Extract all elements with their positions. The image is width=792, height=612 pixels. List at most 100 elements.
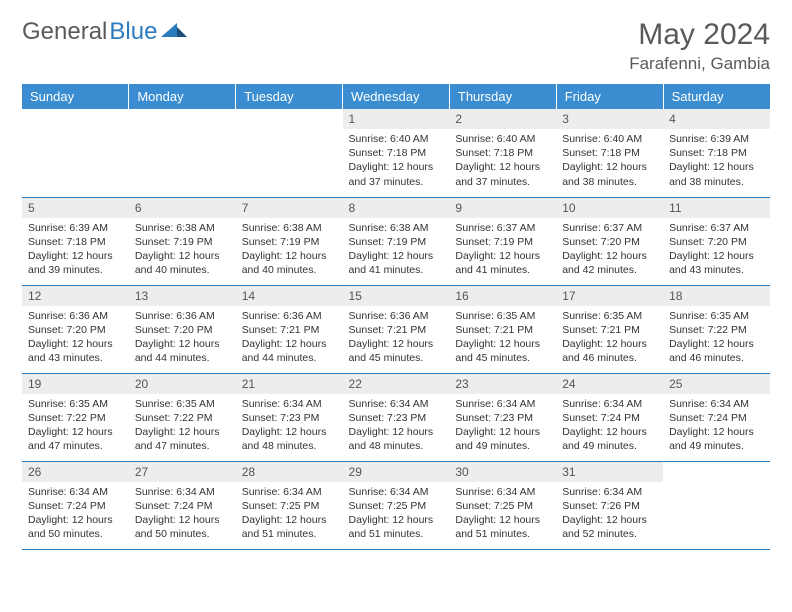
day-data: Sunrise: 6:35 AMSunset: 7:22 PMDaylight:…: [22, 394, 129, 458]
day-data: Sunrise: 6:34 AMSunset: 7:25 PMDaylight:…: [343, 482, 450, 546]
header: GeneralBlue May 2024 Farafenni, Gambia: [22, 18, 770, 74]
day-data: Sunrise: 6:35 AMSunset: 7:21 PMDaylight:…: [449, 306, 556, 370]
day-data: Sunrise: 6:38 AMSunset: 7:19 PMDaylight:…: [236, 218, 343, 282]
weekday-header: Monday: [129, 84, 236, 109]
calendar-week-row: 1Sunrise: 6:40 AMSunset: 7:18 PMDaylight…: [22, 109, 770, 197]
calendar-day-cell: 20Sunrise: 6:35 AMSunset: 7:22 PMDayligh…: [129, 373, 236, 461]
calendar-day-cell: 11Sunrise: 6:37 AMSunset: 7:20 PMDayligh…: [663, 197, 770, 285]
calendar-day-cell: 7Sunrise: 6:38 AMSunset: 7:19 PMDaylight…: [236, 197, 343, 285]
calendar-day-cell: 6Sunrise: 6:38 AMSunset: 7:19 PMDaylight…: [129, 197, 236, 285]
day-number: 28: [236, 462, 343, 482]
calendar-day-cell: 30Sunrise: 6:34 AMSunset: 7:25 PMDayligh…: [449, 461, 556, 549]
day-data: Sunrise: 6:34 AMSunset: 7:24 PMDaylight:…: [663, 394, 770, 458]
calendar-day-cell: 10Sunrise: 6:37 AMSunset: 7:20 PMDayligh…: [556, 197, 663, 285]
calendar-day-cell: 27Sunrise: 6:34 AMSunset: 7:24 PMDayligh…: [129, 461, 236, 549]
calendar-day-cell: [236, 109, 343, 197]
calendar-day-cell: 5Sunrise: 6:39 AMSunset: 7:18 PMDaylight…: [22, 197, 129, 285]
calendar-day-cell: 15Sunrise: 6:36 AMSunset: 7:21 PMDayligh…: [343, 285, 450, 373]
day-number: 11: [663, 198, 770, 218]
weekday-header: Friday: [556, 84, 663, 109]
day-number: 13: [129, 286, 236, 306]
calendar-day-cell: 29Sunrise: 6:34 AMSunset: 7:25 PMDayligh…: [343, 461, 450, 549]
calendar-day-cell: 22Sunrise: 6:34 AMSunset: 7:23 PMDayligh…: [343, 373, 450, 461]
day-number: 8: [343, 198, 450, 218]
calendar-table: SundayMondayTuesdayWednesdayThursdayFrid…: [22, 84, 770, 550]
calendar-body: 1Sunrise: 6:40 AMSunset: 7:18 PMDaylight…: [22, 109, 770, 549]
calendar-day-cell: 4Sunrise: 6:39 AMSunset: 7:18 PMDaylight…: [663, 109, 770, 197]
day-number: 22: [343, 374, 450, 394]
day-number: 31: [556, 462, 663, 482]
day-data: Sunrise: 6:36 AMSunset: 7:20 PMDaylight:…: [129, 306, 236, 370]
day-data: Sunrise: 6:34 AMSunset: 7:26 PMDaylight:…: [556, 482, 663, 546]
day-data: Sunrise: 6:34 AMSunset: 7:25 PMDaylight:…: [236, 482, 343, 546]
weekday-header-row: SundayMondayTuesdayWednesdayThursdayFrid…: [22, 84, 770, 109]
weekday-header: Sunday: [22, 84, 129, 109]
day-data: Sunrise: 6:37 AMSunset: 7:20 PMDaylight:…: [663, 218, 770, 282]
day-data: Sunrise: 6:36 AMSunset: 7:21 PMDaylight:…: [236, 306, 343, 370]
calendar-day-cell: 24Sunrise: 6:34 AMSunset: 7:24 PMDayligh…: [556, 373, 663, 461]
calendar-day-cell: 17Sunrise: 6:35 AMSunset: 7:21 PMDayligh…: [556, 285, 663, 373]
day-data: Sunrise: 6:36 AMSunset: 7:21 PMDaylight:…: [343, 306, 450, 370]
calendar-day-cell: 14Sunrise: 6:36 AMSunset: 7:21 PMDayligh…: [236, 285, 343, 373]
day-number: 27: [129, 462, 236, 482]
calendar-day-cell: 26Sunrise: 6:34 AMSunset: 7:24 PMDayligh…: [22, 461, 129, 549]
calendar-day-cell: 9Sunrise: 6:37 AMSunset: 7:19 PMDaylight…: [449, 197, 556, 285]
day-number: 7: [236, 198, 343, 218]
brand-logo: GeneralBlue: [22, 18, 187, 46]
calendar-day-cell: 8Sunrise: 6:38 AMSunset: 7:19 PMDaylight…: [343, 197, 450, 285]
brand-part1: General: [22, 18, 107, 46]
calendar-day-cell: 31Sunrise: 6:34 AMSunset: 7:26 PMDayligh…: [556, 461, 663, 549]
day-data: Sunrise: 6:39 AMSunset: 7:18 PMDaylight:…: [663, 129, 770, 193]
calendar-week-row: 26Sunrise: 6:34 AMSunset: 7:24 PMDayligh…: [22, 461, 770, 549]
day-data: Sunrise: 6:34 AMSunset: 7:25 PMDaylight:…: [449, 482, 556, 546]
weekday-header: Saturday: [663, 84, 770, 109]
day-data: Sunrise: 6:35 AMSunset: 7:22 PMDaylight:…: [663, 306, 770, 370]
day-number: 3: [556, 109, 663, 129]
calendar-day-cell: 1Sunrise: 6:40 AMSunset: 7:18 PMDaylight…: [343, 109, 450, 197]
day-number: 23: [449, 374, 556, 394]
day-number: 21: [236, 374, 343, 394]
day-number: 5: [22, 198, 129, 218]
day-data: Sunrise: 6:39 AMSunset: 7:18 PMDaylight:…: [22, 218, 129, 282]
calendar-day-cell: 28Sunrise: 6:34 AMSunset: 7:25 PMDayligh…: [236, 461, 343, 549]
day-data: Sunrise: 6:40 AMSunset: 7:18 PMDaylight:…: [343, 129, 450, 193]
day-number: 20: [129, 374, 236, 394]
calendar-week-row: 19Sunrise: 6:35 AMSunset: 7:22 PMDayligh…: [22, 373, 770, 461]
day-number: 24: [556, 374, 663, 394]
day-data: Sunrise: 6:38 AMSunset: 7:19 PMDaylight:…: [343, 218, 450, 282]
day-number: 12: [22, 286, 129, 306]
calendar-day-cell: 12Sunrise: 6:36 AMSunset: 7:20 PMDayligh…: [22, 285, 129, 373]
logo-mark-icon: [161, 18, 187, 46]
calendar-day-cell: 18Sunrise: 6:35 AMSunset: 7:22 PMDayligh…: [663, 285, 770, 373]
day-number: 29: [343, 462, 450, 482]
day-number: 15: [343, 286, 450, 306]
calendar-day-cell: 2Sunrise: 6:40 AMSunset: 7:18 PMDaylight…: [449, 109, 556, 197]
day-data: Sunrise: 6:40 AMSunset: 7:18 PMDaylight:…: [556, 129, 663, 193]
calendar-week-row: 5Sunrise: 6:39 AMSunset: 7:18 PMDaylight…: [22, 197, 770, 285]
calendar-day-cell: 25Sunrise: 6:34 AMSunset: 7:24 PMDayligh…: [663, 373, 770, 461]
calendar-week-row: 12Sunrise: 6:36 AMSunset: 7:20 PMDayligh…: [22, 285, 770, 373]
day-number: 4: [663, 109, 770, 129]
calendar-day-cell: 21Sunrise: 6:34 AMSunset: 7:23 PMDayligh…: [236, 373, 343, 461]
day-number: 2: [449, 109, 556, 129]
day-data: Sunrise: 6:37 AMSunset: 7:20 PMDaylight:…: [556, 218, 663, 282]
day-data: Sunrise: 6:34 AMSunset: 7:23 PMDaylight:…: [343, 394, 450, 458]
day-data: Sunrise: 6:35 AMSunset: 7:22 PMDaylight:…: [129, 394, 236, 458]
day-data: Sunrise: 6:34 AMSunset: 7:24 PMDaylight:…: [129, 482, 236, 546]
month-title: May 2024: [629, 18, 770, 52]
day-number: 17: [556, 286, 663, 306]
calendar-day-cell: [22, 109, 129, 197]
weekday-header: Tuesday: [236, 84, 343, 109]
day-data: Sunrise: 6:37 AMSunset: 7:19 PMDaylight:…: [449, 218, 556, 282]
day-number: 14: [236, 286, 343, 306]
calendar-day-cell: [663, 461, 770, 549]
title-block: May 2024 Farafenni, Gambia: [629, 18, 770, 74]
day-data: Sunrise: 6:34 AMSunset: 7:23 PMDaylight:…: [449, 394, 556, 458]
calendar-day-cell: 23Sunrise: 6:34 AMSunset: 7:23 PMDayligh…: [449, 373, 556, 461]
day-data: Sunrise: 6:38 AMSunset: 7:19 PMDaylight:…: [129, 218, 236, 282]
day-data: Sunrise: 6:34 AMSunset: 7:24 PMDaylight:…: [22, 482, 129, 546]
day-number: 19: [22, 374, 129, 394]
day-number: 30: [449, 462, 556, 482]
calendar-day-cell: 3Sunrise: 6:40 AMSunset: 7:18 PMDaylight…: [556, 109, 663, 197]
day-data: Sunrise: 6:36 AMSunset: 7:20 PMDaylight:…: [22, 306, 129, 370]
